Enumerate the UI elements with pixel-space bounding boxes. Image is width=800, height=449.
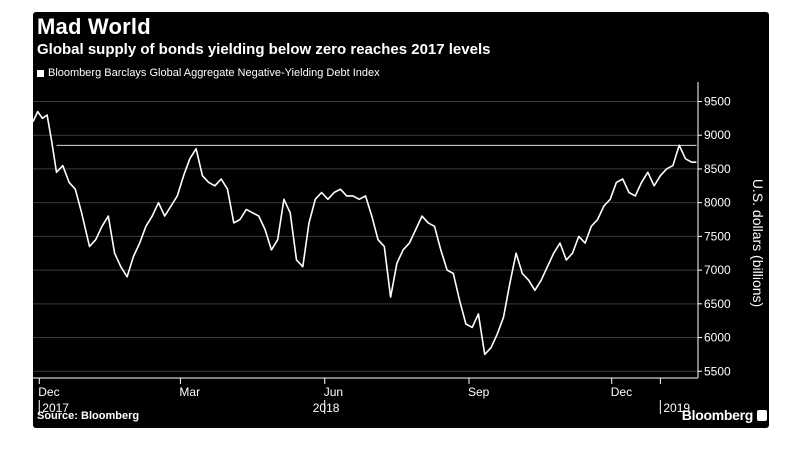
y-tick-label-9000: 9000 xyxy=(704,128,731,142)
x-tick-label-mar: Mar xyxy=(179,385,200,399)
y-axis-label: U.S. dollars (billions) xyxy=(750,179,766,307)
x-tick-label-dec: Dec xyxy=(611,385,632,399)
series-line-0 xyxy=(33,110,697,356)
y-tick-label-6000: 6000 xyxy=(704,331,731,345)
source-note: Source: Bloomberg xyxy=(37,410,140,422)
year-label-2017: 2017 xyxy=(42,401,69,415)
y-tick-label-5500: 5500 xyxy=(704,364,731,378)
chart-card: Mad World Global supply of bonds yieldin… xyxy=(33,12,769,428)
chart-subtitle: Global supply of bonds yielding below ze… xyxy=(37,41,491,58)
x-tick-labels: Dec Mar Jun Sep Dec 2017 2018 2019 xyxy=(38,378,690,415)
x-tick-label-sep: Sep xyxy=(468,385,490,399)
axes xyxy=(33,82,699,379)
chart-title: Mad World xyxy=(37,14,151,39)
y-tick-label-7000: 7000 xyxy=(704,263,731,277)
y-tick-label-8500: 8500 xyxy=(704,162,731,176)
y-tick-label-8000: 8000 xyxy=(704,196,731,210)
grid-lines xyxy=(33,100,698,372)
legend-label: Bloomberg Barclays Global Aggregate Nega… xyxy=(48,67,380,79)
year-label-2018: 2018 xyxy=(313,401,340,415)
y-tick-label-9500: 9500 xyxy=(704,94,731,108)
year-label-2019: 2019 xyxy=(663,401,690,415)
bloomberg-terminal-icon xyxy=(757,410,767,421)
legend: Bloomberg Barclays Global Aggregate Nega… xyxy=(37,67,380,79)
y-tick-label-7500: 7500 xyxy=(704,229,731,243)
series-layer xyxy=(33,110,697,356)
brand-logo: Bloomberg xyxy=(681,407,754,423)
x-tick-label-dec: Dec xyxy=(38,385,59,399)
y-tick-labels: 5500 6000 6500 7000 7500 8000 8500 9000 9500 xyxy=(698,94,731,378)
legend-swatch xyxy=(37,69,44,77)
line-chart: 5500 6000 6500 7000 7500 8000 8500 9000 9500 Dec… xyxy=(33,82,766,415)
y-tick-label-6500: 6500 xyxy=(704,297,731,311)
x-tick-label-jun: Jun xyxy=(324,385,343,399)
